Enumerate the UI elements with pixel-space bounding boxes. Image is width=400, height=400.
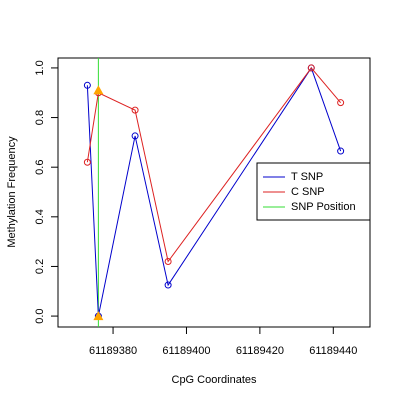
legend-label: T SNP bbox=[291, 171, 323, 183]
data-point bbox=[131, 106, 139, 114]
data-point bbox=[131, 132, 139, 140]
data-point bbox=[307, 64, 315, 72]
data-point bbox=[337, 99, 345, 107]
data-point bbox=[164, 281, 172, 289]
y-tick-label: 1.0 bbox=[34, 60, 46, 75]
x-tick-label: 61189440 bbox=[309, 345, 357, 357]
x-axis-title: CpG Coordinates bbox=[172, 374, 257, 386]
y-tick-label: 0.2 bbox=[34, 259, 46, 274]
legend-label: SNP Position bbox=[291, 201, 356, 213]
y-tick-label: 0.4 bbox=[34, 209, 46, 224]
x-tick-label: 61189420 bbox=[236, 345, 284, 357]
y-axis-title: Methylation Frequency bbox=[6, 136, 18, 248]
legend-label: C SNP bbox=[291, 186, 325, 198]
y-tick-label: 0.8 bbox=[34, 110, 46, 125]
data-point bbox=[83, 81, 91, 89]
snp-marker bbox=[93, 85, 104, 95]
snp-marker bbox=[93, 311, 104, 321]
data-point bbox=[164, 257, 172, 265]
y-tick-label: 0.0 bbox=[34, 308, 46, 323]
data-point bbox=[337, 147, 345, 155]
x-tick-label: 61189400 bbox=[162, 345, 210, 357]
series-line bbox=[86, 66, 342, 317]
y-tick-label: 0.6 bbox=[34, 160, 46, 175]
data-point bbox=[83, 158, 91, 166]
series-line bbox=[86, 67, 342, 263]
x-tick-label: 61189380 bbox=[89, 345, 137, 357]
